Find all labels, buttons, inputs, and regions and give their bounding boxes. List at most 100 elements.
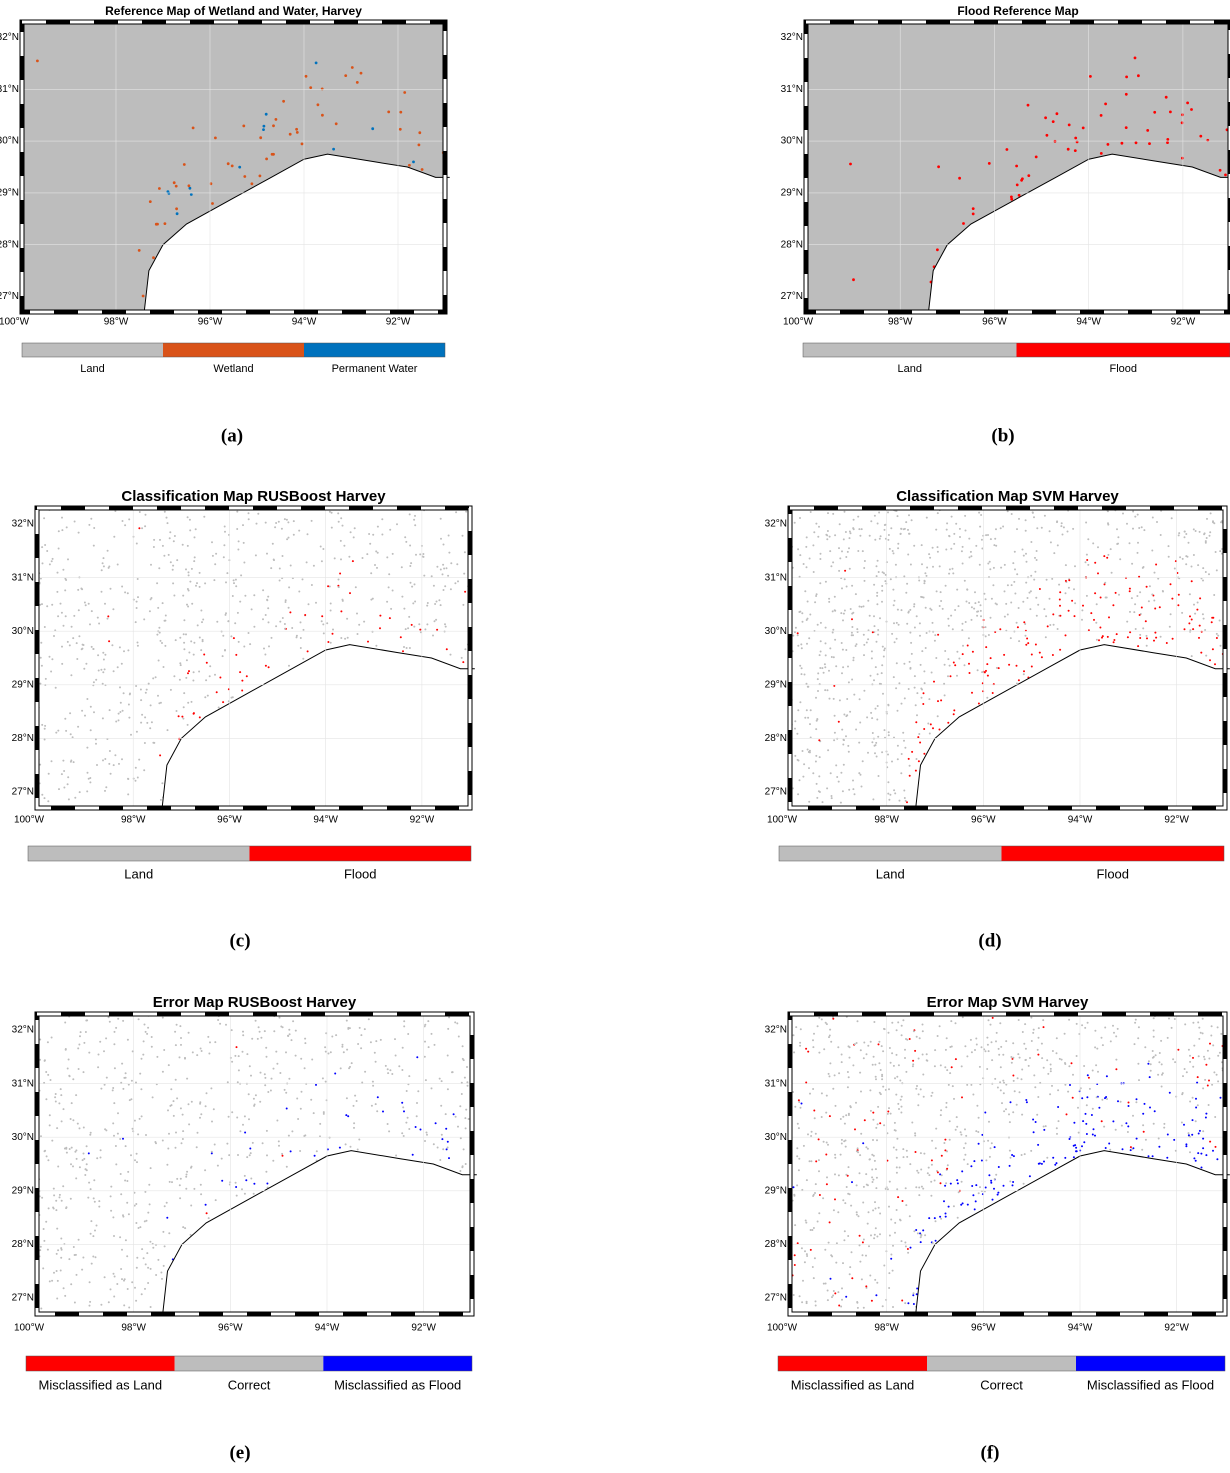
map-pixel — [814, 1192, 816, 1194]
map-pixel — [339, 1147, 341, 1149]
map-pixel — [888, 1272, 890, 1274]
map-pixel — [805, 1082, 807, 1084]
map-pixel — [1150, 1070, 1152, 1072]
map-pixel — [890, 1258, 892, 1260]
map-pixel — [1021, 177, 1024, 180]
map-pixel — [1054, 1164, 1056, 1166]
map-pixel — [179, 1056, 181, 1058]
map-pixel — [920, 1169, 922, 1171]
map-pixel — [403, 608, 405, 610]
map-pixel — [65, 1049, 67, 1051]
map-pixel — [894, 1129, 896, 1131]
lon-label: 96°W — [198, 317, 223, 328]
map-pixel — [448, 552, 450, 554]
map-pixel — [36, 60, 39, 63]
map-pixel — [843, 538, 845, 540]
map-pixel — [1068, 124, 1071, 127]
map-pixel — [439, 1159, 441, 1161]
map-pixel — [340, 637, 342, 639]
map-pixel — [206, 1212, 208, 1214]
map-pixel — [72, 736, 74, 738]
map-pixel — [851, 1277, 853, 1279]
map-pixel — [399, 128, 402, 131]
map-pixel — [909, 1038, 911, 1040]
map-pixel — [850, 1205, 852, 1207]
map-pixel — [1167, 1134, 1169, 1136]
map-pixel — [867, 638, 869, 640]
map-pixel — [1011, 1154, 1013, 1156]
map-pixel — [1201, 1167, 1203, 1169]
map-pixel — [440, 518, 442, 520]
map-pixel — [136, 1267, 138, 1269]
map-pixel — [1086, 1096, 1088, 1098]
map-pixel — [841, 729, 843, 731]
map-pixel — [1096, 603, 1098, 605]
map-pixel — [939, 1216, 941, 1218]
lon-label: 98°W — [888, 317, 913, 328]
map-pixel — [1030, 1017, 1032, 1019]
map-pixel — [939, 565, 941, 567]
map-pixel — [988, 1019, 990, 1021]
map-pixel — [888, 734, 890, 736]
map-pixel — [978, 1117, 980, 1119]
map-pixel — [944, 650, 946, 652]
map-pixel — [947, 618, 949, 620]
map-pixel — [842, 1199, 844, 1201]
map-pixel — [329, 1137, 331, 1139]
map-pixel — [1139, 591, 1141, 593]
map-pixel — [807, 749, 809, 751]
map-pixel — [854, 1128, 856, 1130]
map-pixel — [1131, 597, 1133, 599]
map-pixel — [837, 1211, 839, 1213]
map-pixel — [902, 1200, 904, 1202]
map-pixel — [901, 1106, 903, 1108]
map-pixel — [167, 190, 170, 193]
map-pixel — [937, 634, 939, 636]
map-pixel — [841, 587, 843, 589]
map-pixel — [875, 1076, 877, 1078]
map-pixel — [998, 1166, 1000, 1168]
map-pixel — [90, 1188, 92, 1190]
map-pixel — [452, 1071, 454, 1073]
map-pixel — [912, 1294, 914, 1296]
map-pixel — [894, 1122, 896, 1124]
map-pixel — [997, 1192, 999, 1194]
map-pixel — [236, 1046, 238, 1048]
map-pixel — [1000, 1089, 1002, 1091]
map-pixel — [1041, 1057, 1043, 1059]
map-pixel — [872, 1139, 874, 1141]
lon-label: 98°W — [874, 815, 899, 826]
map-pixel — [978, 1192, 980, 1194]
map-pixel — [211, 1151, 213, 1153]
map-pixel — [85, 663, 87, 665]
map-pixel — [1154, 572, 1156, 574]
map-pixel — [435, 619, 437, 621]
map-pixel — [162, 1231, 164, 1233]
map-pixel — [1025, 635, 1027, 637]
map-pixel — [821, 1116, 823, 1118]
map-pixel — [154, 1141, 156, 1143]
map-pixel — [201, 1050, 203, 1052]
map-pixel — [113, 1135, 115, 1137]
map-pixel — [103, 557, 105, 559]
map-pixel — [851, 632, 853, 634]
map-pixel — [300, 621, 302, 623]
map-pixel — [260, 1037, 262, 1039]
map-pixel — [223, 544, 225, 546]
map-pixel — [846, 586, 848, 588]
map-pixel — [1137, 1037, 1139, 1039]
map-pixel — [944, 1139, 946, 1141]
map-pixel — [878, 1043, 880, 1045]
map-pixel — [1189, 615, 1191, 617]
map-pixel — [1205, 1117, 1207, 1119]
map-pixel — [906, 583, 908, 585]
map-pixel — [806, 619, 808, 621]
map-pixel — [1142, 627, 1144, 629]
map-pixel — [901, 1034, 903, 1036]
map-pixel — [95, 738, 97, 740]
map-pixel — [267, 1091, 269, 1093]
map-pixel — [829, 1035, 831, 1037]
map-pixel — [940, 1064, 942, 1066]
map-pixel — [994, 1178, 996, 1180]
map-pixel — [1006, 148, 1009, 151]
